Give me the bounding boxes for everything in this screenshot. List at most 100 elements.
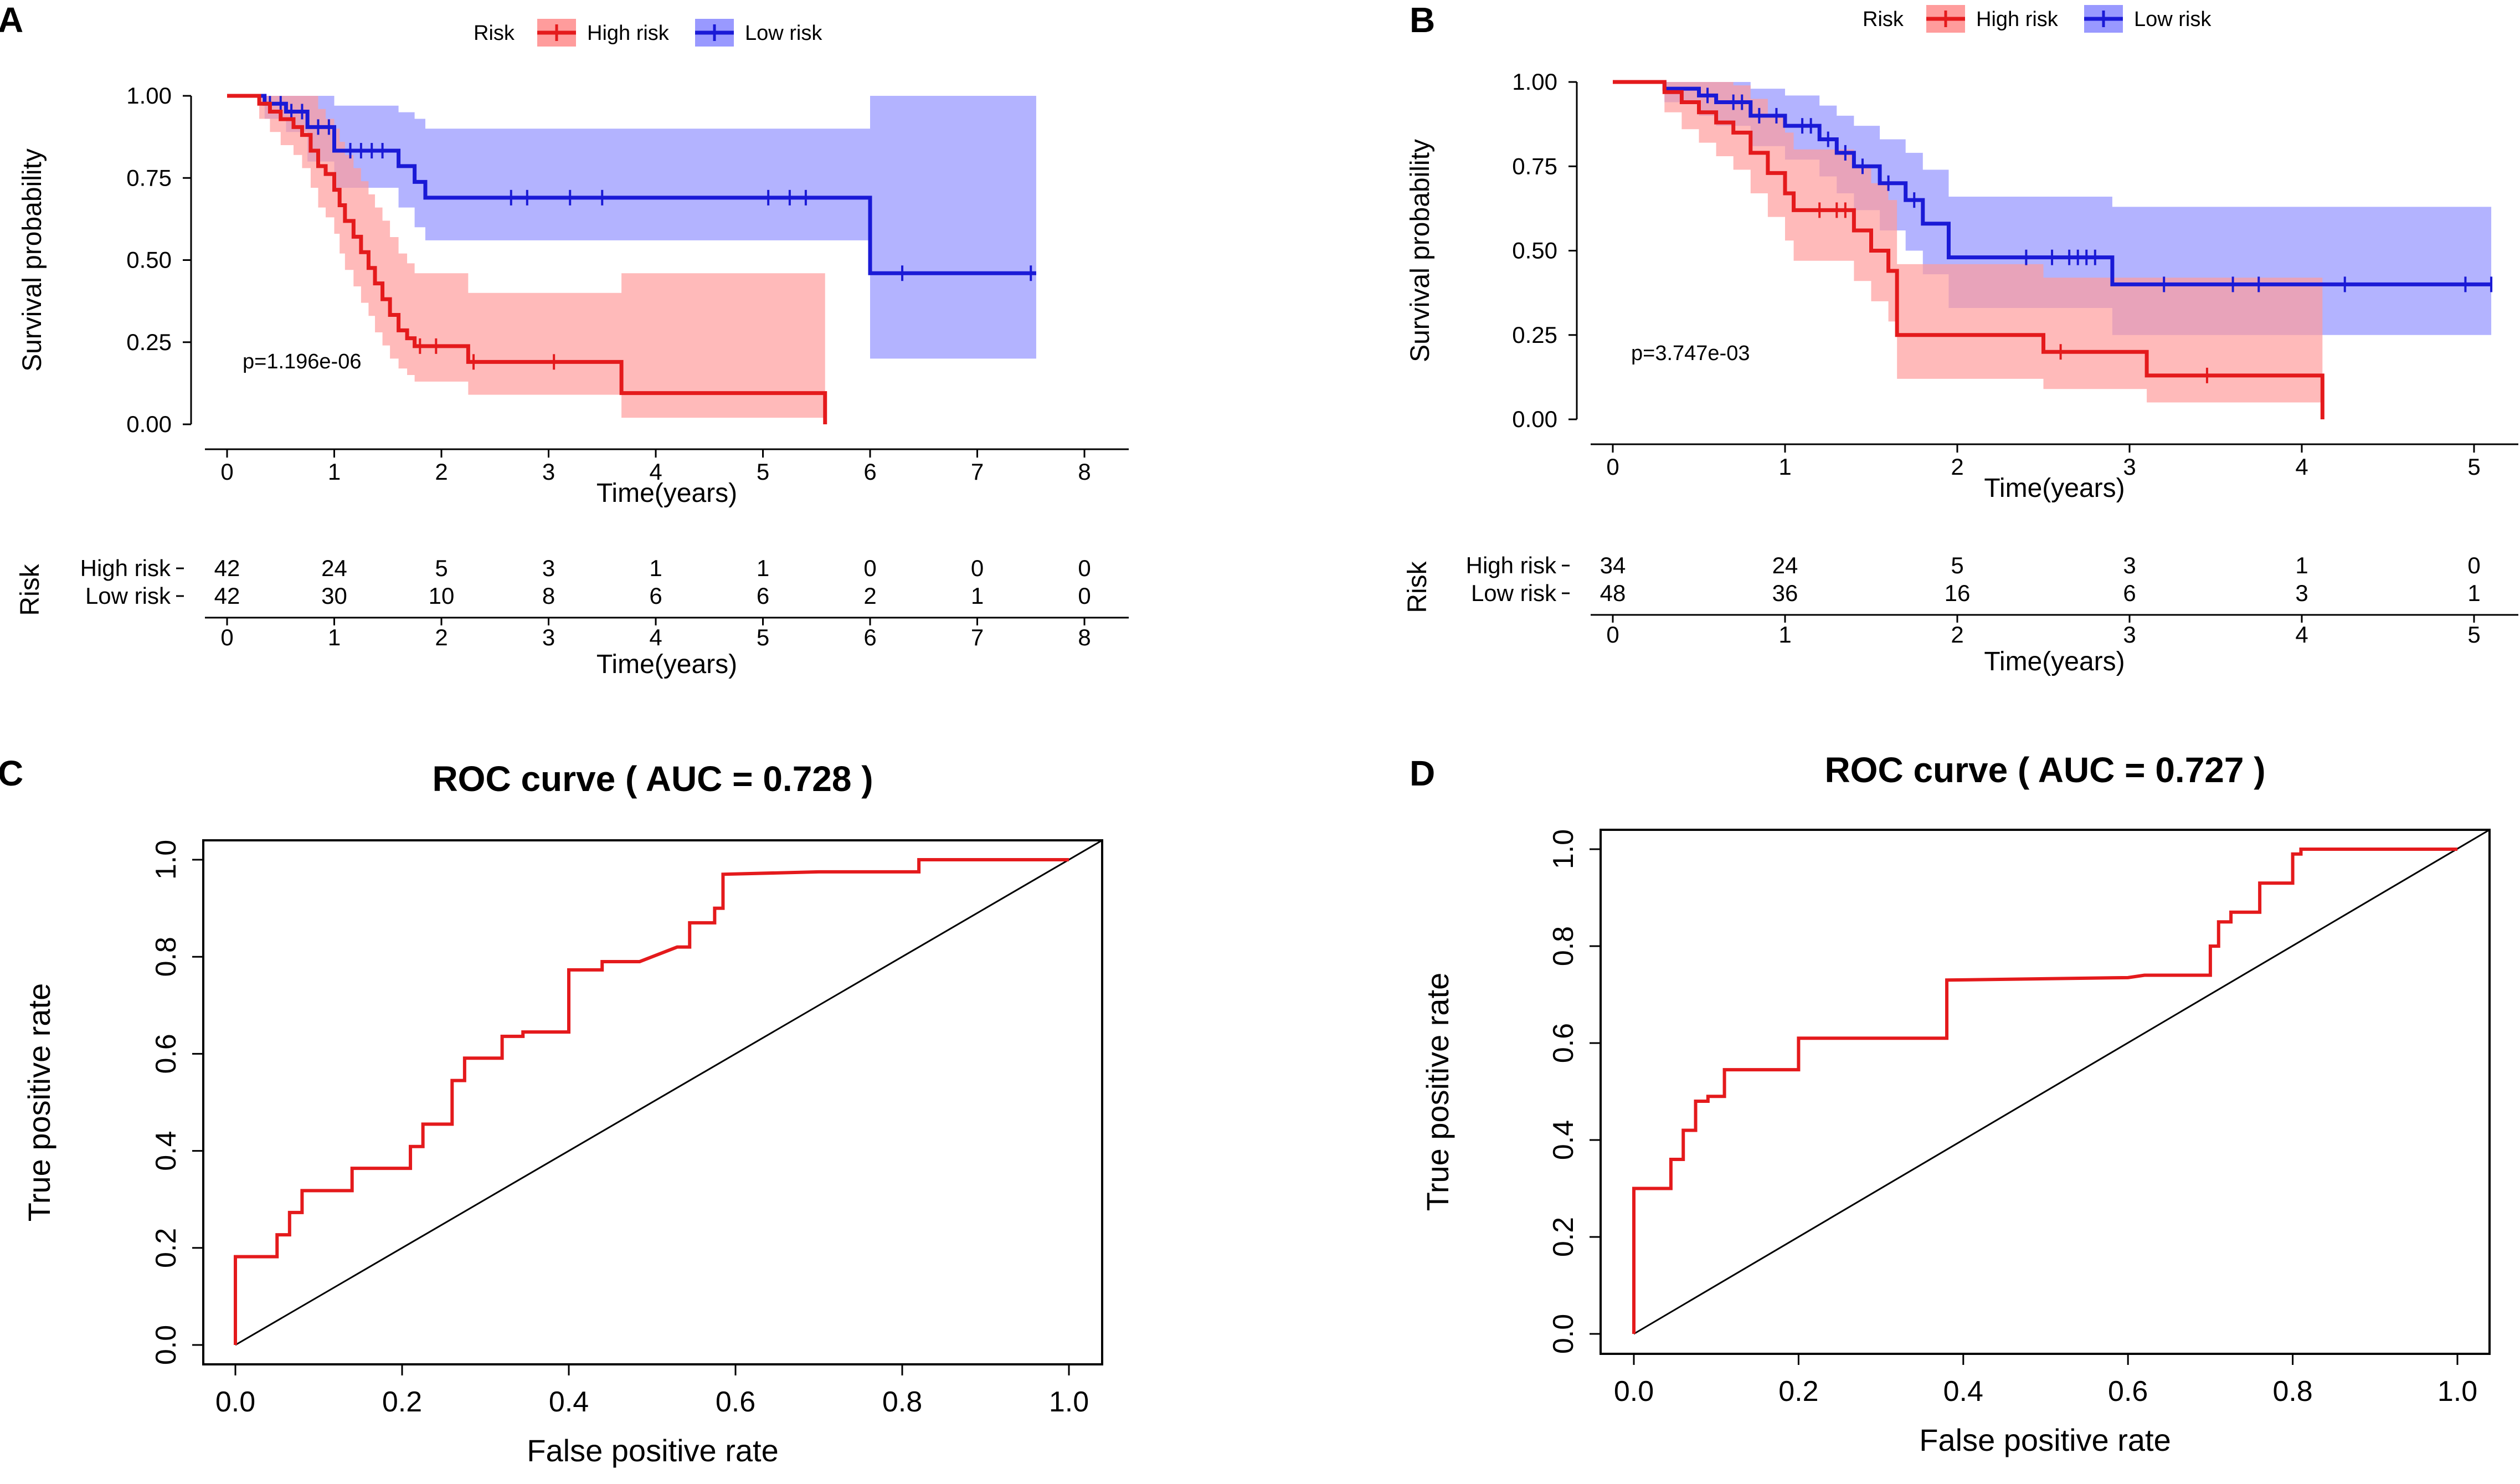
ci-band-high-risk [1613,82,2323,403]
reference-diagonal [1633,829,2490,1335]
risk-count: 3 [2295,580,2308,606]
panel-letter-c: C [0,753,23,793]
y-tick-label: 0.00 [126,411,172,437]
y-tick-label: 0.75 [126,165,172,191]
risk-count: 3 [542,555,555,581]
y-axis-title: Survival probability [18,148,47,372]
roc-title: ROC curve ( AUC = 0.728 ) [432,759,873,799]
x-tick-label: 0.6 [716,1386,755,1418]
y-tick-label: 1.0 [1547,829,1580,869]
y-axis-title: True positive rate [1420,973,1455,1211]
x-tick-label: 0.8 [882,1386,922,1418]
x-tick-label: 0.4 [1943,1375,1983,1408]
y-tick-label: 0.2 [150,1228,182,1268]
risk-table-x-tick-label: 1 [328,624,341,650]
risk-count: 6 [649,583,662,609]
risk-count: 16 [1945,580,1971,606]
x-tick-label: 6 [863,459,876,485]
risk-count: 3 [2123,552,2136,578]
risk-count: 42 [214,583,240,609]
y-tick-label: 0.2 [1547,1217,1580,1257]
x-tick-label: 1.0 [2437,1375,2477,1408]
x-tick-label: 1 [328,459,341,485]
x-tick-label: 7 [971,459,984,485]
risk-count: 24 [321,555,347,581]
legend-title: Risk [1863,8,1904,31]
x-tick-label: 0.2 [382,1386,422,1418]
legend-title: Risk [474,22,515,45]
risk-table-x-tick-label: 3 [2123,622,2136,648]
risk-table-x-tick-label: 6 [863,624,876,650]
panel-letter-b: B [1410,0,1435,40]
risk-table-x-axis-title: Time(years) [1984,647,2125,676]
risk-count: 0 [863,555,876,581]
x-axis-title: False positive rate [1919,1423,2171,1457]
risk-count: 34 [1600,552,1626,578]
x-tick-label: 0 [220,459,233,485]
risk-count: 1 [757,555,769,581]
plot-frame [202,839,1103,1365]
risk-count: 5 [1951,552,1963,578]
risk-table-x-tick-label: 3 [542,624,555,650]
risk-table-x-tick-label: 8 [1078,624,1091,650]
risk-table-x-tick-label: 0 [220,624,233,650]
x-tick-label: 1.0 [1049,1386,1089,1418]
y-tick-label: 1.00 [1512,69,1557,95]
risk-table-x-tick-label: 5 [2467,622,2480,648]
x-tick-label: 4 [649,459,662,485]
risk-count: 6 [2123,580,2136,606]
y-tick-label: 0.25 [126,329,172,355]
risk-count: 5 [435,555,448,581]
ci-band-low-risk [1613,82,2492,335]
x-axis-title: False positive rate [527,1433,778,1468]
risk-table-row-label-low: Low risk [1471,580,1557,606]
risk-table-x-tick-label: 4 [649,624,662,650]
risk-count: 0 [1078,555,1091,581]
risk-count: 6 [757,583,769,609]
risk-count: 1 [2467,580,2480,606]
ci-band-high-risk [227,96,825,418]
y-tick-label: 0.8 [150,937,182,977]
legend-label-low: Low risk [2134,8,2212,31]
y-tick-label: 0.6 [150,1034,182,1074]
risk-count: 1 [2295,552,2308,578]
risk-count: 0 [2467,552,2480,578]
y-tick-label: 1.00 [126,83,172,109]
roc-panel-d: D ROC curve ( AUC = 0.727 ) 0.0 0.2 0.4 0.6 0.… [1410,750,2491,1457]
x-axis-title: Time(years) [1984,474,2125,503]
x-tick-label: 0.8 [2272,1375,2312,1408]
x-tick-label: 0.0 [215,1386,255,1418]
x-tick-label: 0.6 [2108,1375,2148,1408]
y-tick-label: 0.4 [150,1131,182,1170]
risk-count: 10 [429,583,455,609]
roc-panel-c: C ROC curve ( AUC = 0.728 ) 0.0 0.2 0.4 0.6 0.… [0,753,1103,1468]
risk-table-row-label-low: Low risk [85,583,171,609]
x-tick-label: 0.0 [1614,1375,1654,1408]
y-tick-label: 0.0 [150,1325,182,1365]
risk-count: 48 [1600,580,1626,606]
p-value-label: p=3.747e-03 [1631,342,1750,365]
risk-table-x-tick-label: 0 [1606,622,1619,648]
survival-curve-low-risk [227,94,1036,275]
x-tick-label: 5 [757,459,769,485]
y-axis-title: Survival probability [1406,139,1435,362]
risk-table-row-label-high: High risk [80,555,171,581]
panel-letter-a: A [0,0,23,40]
x-tick-label: 0.2 [1778,1375,1818,1408]
x-tick-label: 0.4 [549,1386,589,1418]
y-tick-label: 0.0 [1547,1314,1580,1354]
legend-label-high: High risk [1976,8,2059,31]
risk-table-x-tick-label: 5 [757,624,769,650]
legend: Risk High risk Low risk [474,19,822,47]
risk-count: 0 [971,555,984,581]
y-tick-label: 0.8 [1547,926,1580,966]
p-value-label: p=1.196e-06 [243,350,361,373]
risk-table-x-tick-label: 1 [1778,622,1791,648]
risk-count: 24 [1772,552,1798,578]
risk-count: 42 [214,555,240,581]
